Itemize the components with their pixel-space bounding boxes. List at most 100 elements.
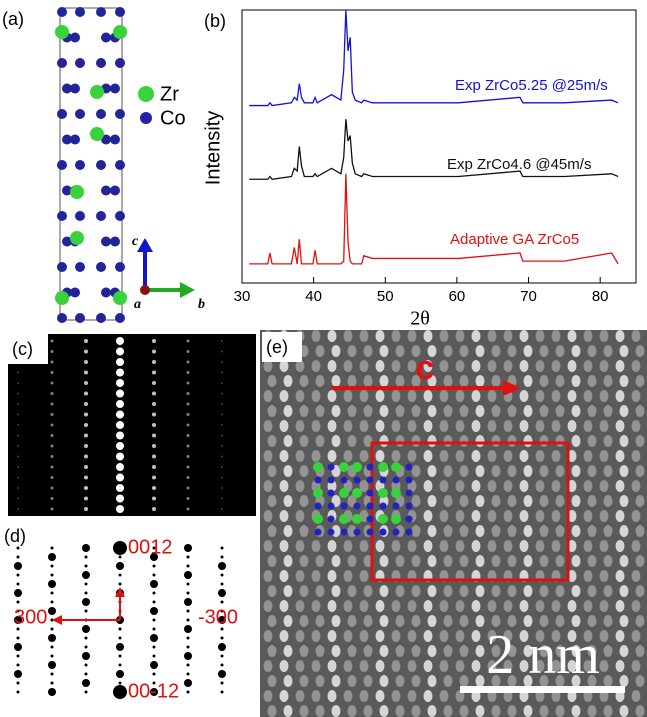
zr-atom [339,488,349,498]
lattice-spot [411,345,421,357]
lattice-spot [299,585,309,597]
x-tick-label: 50 [377,288,394,305]
series-label: Exp ZrCo5.25 @25m/s [455,77,608,94]
lattice-spot [567,630,577,642]
lattice-spot [587,345,597,357]
lattice-spot [311,630,321,642]
lattice-spot [555,435,565,447]
spot [186,339,190,343]
lattice-spot [567,450,577,462]
axis-label: a [134,297,141,312]
co-atom [70,134,80,145]
co-atom [96,7,106,17]
lattice-spot [311,420,321,432]
spot-label: 0012 [128,536,173,558]
spot [150,607,158,615]
lattice-spot [459,675,469,687]
spot [50,681,54,685]
spot [186,434,190,437]
lattice-spot [407,420,417,432]
spot [218,589,226,597]
lattice-spot [487,540,497,552]
spot [186,423,190,427]
lattice-spot [487,390,497,402]
spectrum-line [249,119,619,180]
lattice-spot [535,600,545,612]
lattice-spot [459,615,469,627]
lattice-spot [359,330,369,342]
lattice-spot [443,435,453,447]
spot [116,368,124,377]
spot [17,413,19,416]
lattice-spot [571,525,581,537]
lattice-spot [519,600,529,612]
co-atom [70,83,80,94]
spot [221,392,223,395]
lattice-spot [391,330,401,342]
co-atom [340,476,348,484]
lattice-spot [391,390,401,402]
lattice-spot [331,345,341,357]
lattice-spot [535,330,545,342]
lattice-spot [631,420,641,432]
lattice-spot [359,360,369,372]
spot [50,546,54,550]
lattice-spot [615,630,625,642]
lattice-spot [615,390,625,402]
lattice-spot [535,660,545,672]
lattice-spot [571,585,581,597]
co-atom [75,160,85,170]
co-atom [115,211,125,221]
co-atom [327,476,335,484]
x-tick-label: 80 [592,288,609,305]
lattice-spot [523,405,533,417]
lattice-spot [555,675,565,687]
zr-atom [339,462,349,472]
lattice-spot [555,585,565,597]
lattice-spot [635,435,645,447]
lattice-spot [379,645,389,657]
lattice-spot [267,555,277,567]
lattice-spot [475,555,485,567]
lattice-spot [359,600,369,612]
spot [186,582,190,586]
lattice-spot [459,435,469,447]
spot [84,370,88,375]
lattice-spot [295,450,305,462]
spot [186,497,190,500]
label-box [262,332,302,362]
lattice-spot [615,510,625,522]
co-atom [314,528,322,536]
spot [220,663,224,667]
spot [84,663,88,667]
spot [221,497,223,500]
lattice-spot [603,615,613,627]
lattice-spot [551,540,561,552]
co-atom [75,211,85,221]
lattice-spot [407,660,417,672]
co-atom [62,236,72,247]
lattice-spot [519,630,529,642]
spot [152,381,156,385]
lattice-spot [535,360,545,372]
spot [16,546,20,550]
lattice-spot [395,675,405,687]
lattice-spot [327,450,337,462]
lattice-spot [331,585,341,597]
lattice-spot [267,645,277,657]
spot [116,410,124,419]
spot-label: 300 [14,606,47,628]
spot [218,562,226,570]
lattice-spot [555,405,565,417]
lattice-spot [519,330,529,342]
co-atom [75,313,85,323]
lattice-spot [439,480,449,492]
spot [152,412,156,417]
lattice-spot [491,705,501,717]
lattice-spot [267,375,277,387]
lattice-spot [587,495,597,507]
lattice-spot [343,690,353,702]
spot [14,562,22,570]
co-atom [110,83,120,94]
co-atom [314,502,322,510]
